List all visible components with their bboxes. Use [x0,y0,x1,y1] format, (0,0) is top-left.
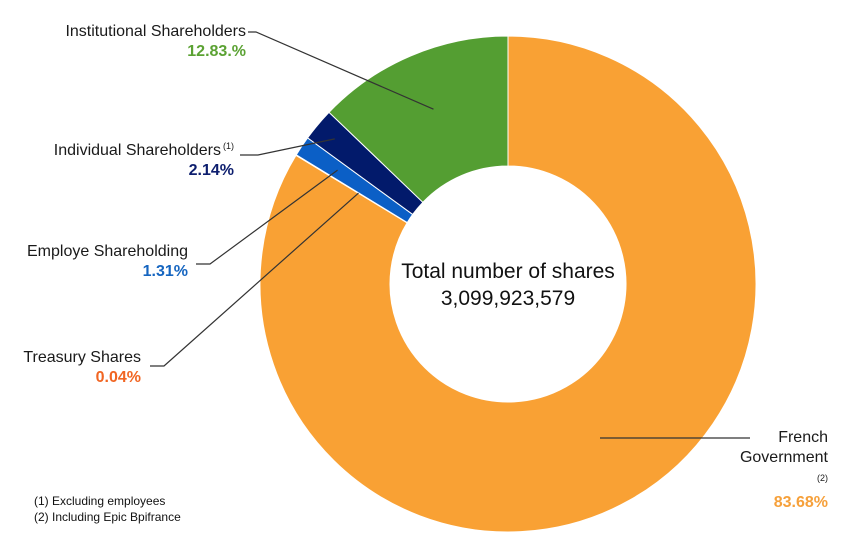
leader-institutional-shareholders [248,31,434,110]
footnotes: (1) Excluding employees (2) Including Ep… [34,493,181,525]
slice-french-government [259,35,757,533]
footnote-ref-1: (1) [223,141,234,151]
label-treasury-shares-value: 0.04% [95,369,141,386]
footnote-1: (1) Excluding employees [34,494,166,508]
center-label: Total number of shares [401,260,615,283]
label-french-government-value: 83.68% [773,494,828,511]
label-individual-shareholders: Individual Shareholders (1) 2.14% [54,136,234,181]
slice-institutional-shareholders [328,35,509,204]
label-treasury-shares-name: Treasury Shares [23,349,141,366]
label-institutional-shareholders-name: Institutional Shareholders [65,23,246,40]
label-employee-shareholding: Employe Shareholding 1.31% [27,242,188,282]
label-individual-shareholders-value: 2.14% [188,162,234,179]
label-treasury-shares: Treasury Shares 0.04% [23,348,141,388]
leader-employee-shareholding [196,169,338,265]
center-value: 3,099,923,579 [440,287,576,310]
label-individual-shareholders-name: Individual Shareholders [53,142,221,159]
footnote-2: (2) Including Epic Bpifrance [34,510,181,524]
label-employee-shareholding-name: Employe Shareholding [27,243,188,260]
footnote-ref-2: (2) [817,473,828,483]
label-french-government-name: French Government [739,429,828,466]
leader-treasury-shares [150,192,359,367]
leader-individual-shareholders [240,138,335,156]
label-institutional-shareholders-value: 12.83.% [187,43,246,60]
label-institutional-shareholders: Institutional Shareholders 12.83.% [65,22,246,62]
label-employee-shareholding-value: 1.31% [142,263,188,280]
donut-center: Total number of shares 3,099,923,579 [368,258,648,312]
label-french-government: French Government (2) 83.68% [668,428,828,513]
